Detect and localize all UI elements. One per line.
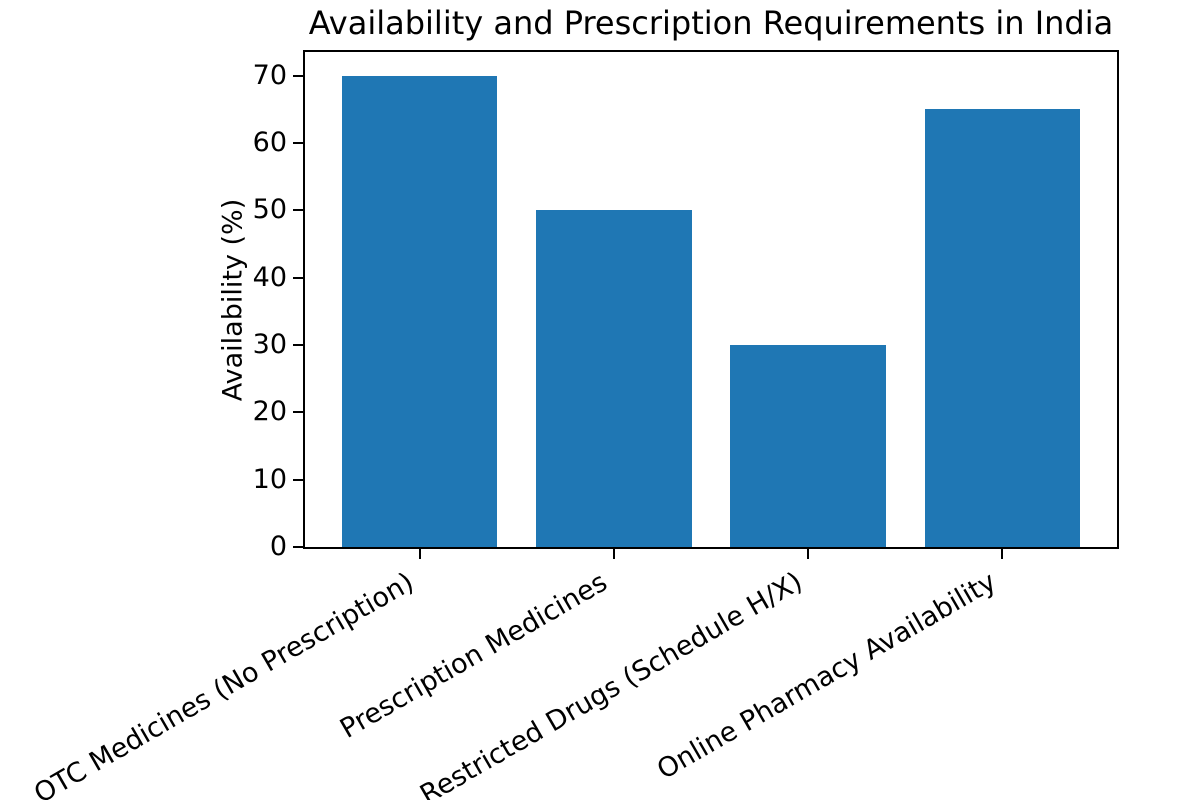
- bar: [924, 109, 1081, 547]
- bar: [730, 344, 886, 547]
- y-tick: [293, 209, 303, 212]
- chart-title: Availability and Prescription Requiremen…: [308, 4, 1114, 42]
- y-tick-label: 70: [252, 59, 287, 91]
- y-tick: [293, 141, 303, 144]
- y-tick-label: 0: [269, 531, 287, 562]
- y-tick: [293, 411, 303, 414]
- y-tick: [293, 343, 303, 346]
- y-tick-label: 40: [252, 261, 287, 293]
- y-tick-label: 10: [252, 463, 287, 495]
- x-tick: [418, 549, 421, 559]
- x-tick-label: Online Pharmacy Availability: [652, 566, 1002, 786]
- y-tick: [293, 74, 303, 77]
- x-tick-label: Restricted Drugs (Schedule H/X): [414, 566, 808, 800]
- y-tick-label: 20: [252, 396, 287, 428]
- y-tick-label: 30: [252, 328, 287, 360]
- y-tick-label: 60: [252, 126, 287, 158]
- plot-area: [303, 50, 1119, 549]
- y-tick: [293, 478, 303, 481]
- y-tick: [293, 276, 303, 279]
- x-tick: [612, 549, 615, 559]
- x-tick: [807, 549, 810, 559]
- bar: [536, 210, 692, 547]
- y-tick: [293, 546, 303, 548]
- y-axis-label: Availability (%): [217, 198, 249, 402]
- y-tick-label: 50: [252, 194, 287, 226]
- bar: [341, 75, 498, 547]
- x-tick-label: OTC Medicines (No Prescription): [28, 566, 419, 800]
- x-tick: [1001, 549, 1004, 559]
